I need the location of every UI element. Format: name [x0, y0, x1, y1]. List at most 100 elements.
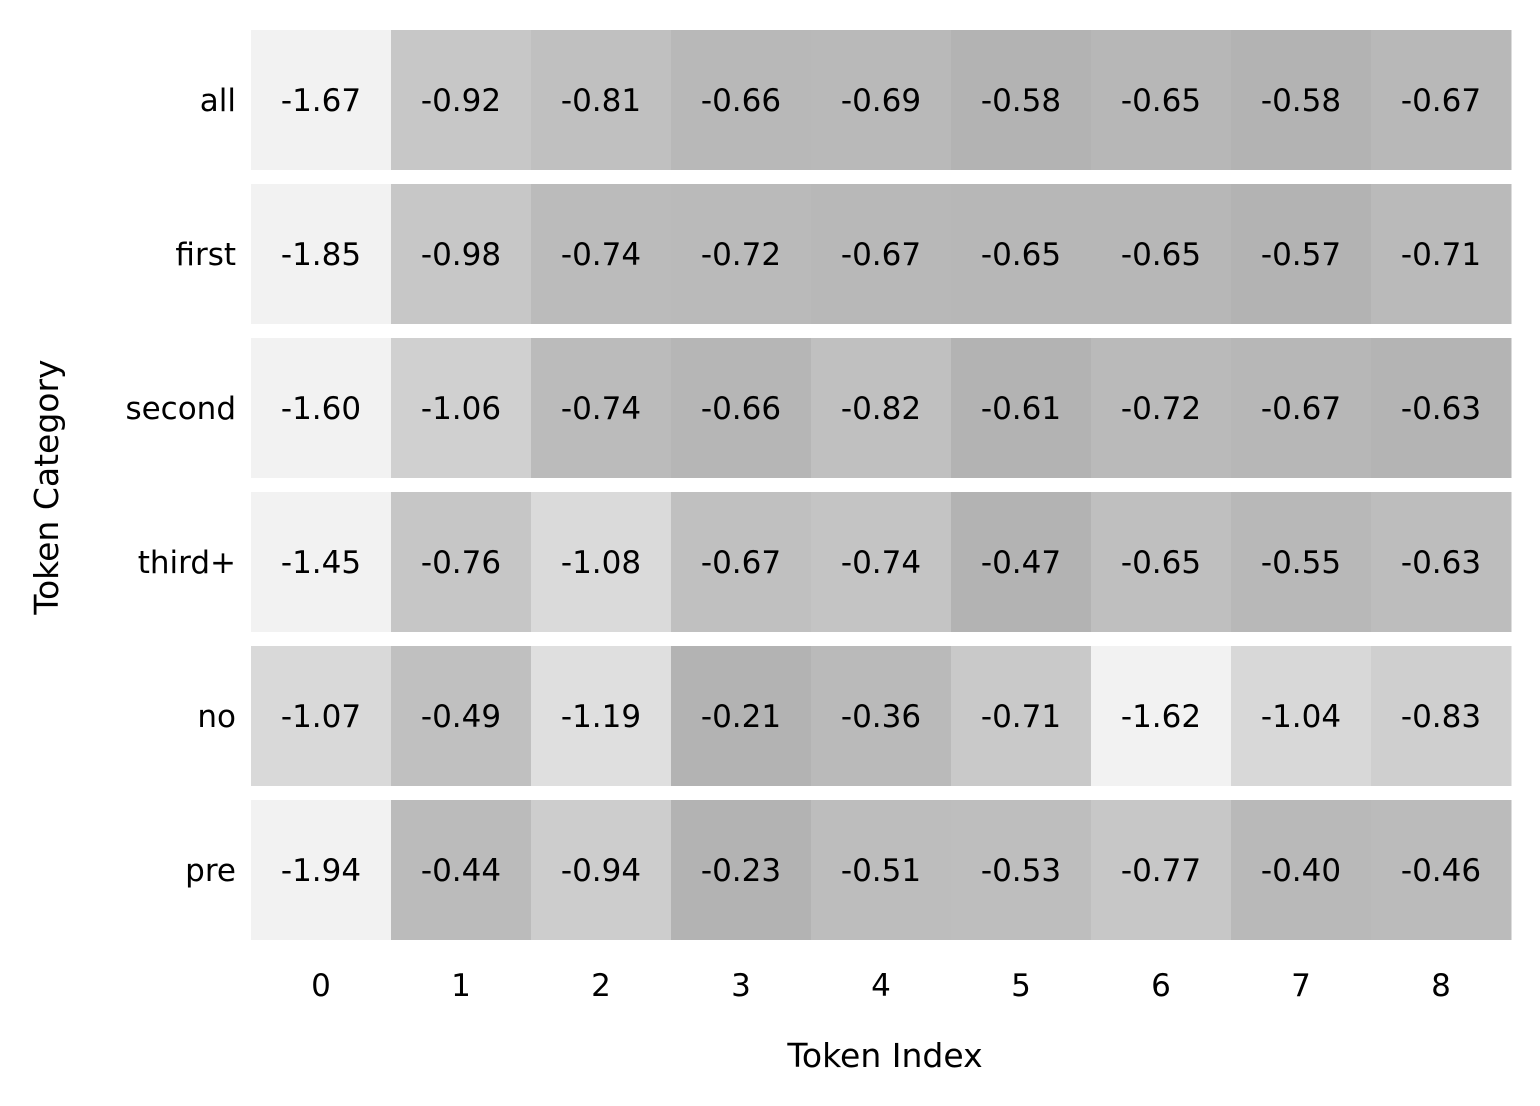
heatmap-cell: [391, 30, 532, 170]
heatmap-cell: [251, 30, 392, 170]
cell-value-label: -0.47: [981, 545, 1061, 581]
cell-value-label: -0.74: [561, 391, 641, 427]
cell-value-label: -0.98: [421, 237, 501, 273]
heatmap-cell: [811, 646, 952, 786]
cell-value-label: -1.67: [281, 83, 361, 119]
cell-value-label: -0.61: [981, 391, 1061, 427]
x-tick-label: 1: [451, 968, 471, 1004]
cell-value-label: -0.72: [1121, 391, 1201, 427]
heatmap-cell: [1371, 800, 1512, 940]
heatmap-cell: [1091, 30, 1232, 170]
heatmap-cell: [1371, 646, 1512, 786]
cell-value-label: -0.66: [701, 83, 781, 119]
heatmap-cell: [811, 338, 952, 478]
cell-value-label: -0.67: [1401, 83, 1481, 119]
heatmap-cell: [671, 800, 812, 940]
cell-value-label: -0.58: [1261, 83, 1341, 119]
cell-value-label: -0.67: [1261, 391, 1341, 427]
cell-value-label: -1.07: [281, 699, 361, 735]
heatmap-cell: [1091, 646, 1232, 786]
heatmap-cell: [1371, 492, 1512, 632]
heatmap-cell: [251, 800, 392, 940]
heatmap-cell: [951, 646, 1092, 786]
cell-value-label: -0.66: [701, 391, 781, 427]
heatmap-cell: [1091, 338, 1232, 478]
heatmap-cell: [391, 800, 532, 940]
cell-value-label: -0.63: [1401, 545, 1481, 581]
y-tick-label: no: [197, 699, 236, 735]
cell-value-label: -0.74: [841, 545, 921, 581]
cell-value-label: -0.55: [1261, 545, 1341, 581]
x-tick-label: 7: [1291, 968, 1311, 1004]
cell-value-label: -0.67: [701, 545, 781, 581]
heatmap-cell: [1371, 338, 1512, 478]
heatmap-cell: [811, 184, 952, 324]
heatmap-cell: [951, 492, 1092, 632]
cell-value-label: -1.08: [561, 545, 641, 581]
heatmap-cell: [951, 184, 1092, 324]
cell-value-label: -0.74: [561, 237, 641, 273]
cell-value-label: -0.94: [561, 853, 641, 889]
x-tick-label: 8: [1431, 968, 1451, 1004]
heatmap-cell: [1231, 338, 1372, 478]
heatmap-cell: [251, 184, 392, 324]
heatmap-cell: [671, 646, 812, 786]
heatmap-cell: [671, 338, 812, 478]
cell-value-label: -0.36: [841, 699, 921, 735]
heatmap-cell: [531, 184, 672, 324]
x-tick-label: 0: [311, 968, 331, 1004]
x-tick-label: 6: [1151, 968, 1171, 1004]
heatmap-cell: [811, 492, 952, 632]
heatmap-cell: [811, 800, 952, 940]
heatmap-cell: [391, 646, 532, 786]
cell-value-label: -0.77: [1121, 853, 1201, 889]
cell-value-label: -0.49: [421, 699, 501, 735]
cell-value-label: -1.62: [1121, 699, 1201, 735]
y-tick-label: pre: [185, 853, 236, 889]
heatmap-cell: [531, 646, 672, 786]
y-tick-label: second: [125, 391, 236, 427]
heatmap-cell: [1231, 184, 1372, 324]
heatmap-cell: [531, 800, 672, 940]
x-tick-label: 5: [1011, 968, 1031, 1004]
heatmap-cell: [391, 492, 532, 632]
cell-value-label: -1.04: [1261, 699, 1341, 735]
heatmap-cell: [251, 492, 392, 632]
x-tick-labels: 0 1 2 3 4 5 6 7 8: [311, 968, 1451, 1004]
heatmap-cell: [531, 492, 672, 632]
cell-value-label: -0.81: [561, 83, 641, 119]
cell-value-label: -0.67: [841, 237, 921, 273]
cell-value-label: -0.71: [981, 699, 1061, 735]
x-tick-label: 4: [871, 968, 891, 1004]
heatmap-cell: [391, 184, 532, 324]
y-axis-label: Token Category: [27, 359, 66, 615]
cell-value-label: -0.92: [421, 83, 501, 119]
cell-value-label: -0.58: [981, 83, 1061, 119]
cell-value-label: -1.85: [281, 237, 361, 273]
cell-value-label: -0.65: [981, 237, 1061, 273]
cell-value-label: -0.82: [841, 391, 921, 427]
x-tick-label: 3: [731, 968, 751, 1004]
cell-value-label: -0.65: [1121, 545, 1201, 581]
cell-value-label: -0.21: [701, 699, 781, 735]
cell-value-label: -0.72: [701, 237, 781, 273]
y-tick-label: all: [200, 83, 236, 119]
cell-value-label: -0.51: [841, 853, 921, 889]
cell-value-label: -0.65: [1121, 237, 1201, 273]
heatmap-cells: -1.67 -0.92 -0.81 -0.66 -0.69 -0.58 -0.65 -0.58…: [251, 30, 1512, 940]
y-tick-labels: all first second third+ no pre: [125, 83, 236, 889]
heatmap-cell: [671, 492, 812, 632]
heatmap-cell: [1091, 492, 1232, 632]
heatmap-cell: [951, 30, 1092, 170]
heatmap-cell: [671, 30, 812, 170]
heatmap-cell: [391, 338, 532, 478]
cell-value-label: -0.23: [701, 853, 781, 889]
y-tick-label: first: [175, 237, 236, 273]
x-axis-label: Token Index: [786, 1036, 982, 1075]
heatmap-cell: [1371, 184, 1512, 324]
y-tick-label: third+: [138, 545, 236, 581]
heatmap-cell: [251, 338, 392, 478]
cell-value-label: -0.63: [1401, 391, 1481, 427]
heatmap-cell: [1091, 800, 1232, 940]
